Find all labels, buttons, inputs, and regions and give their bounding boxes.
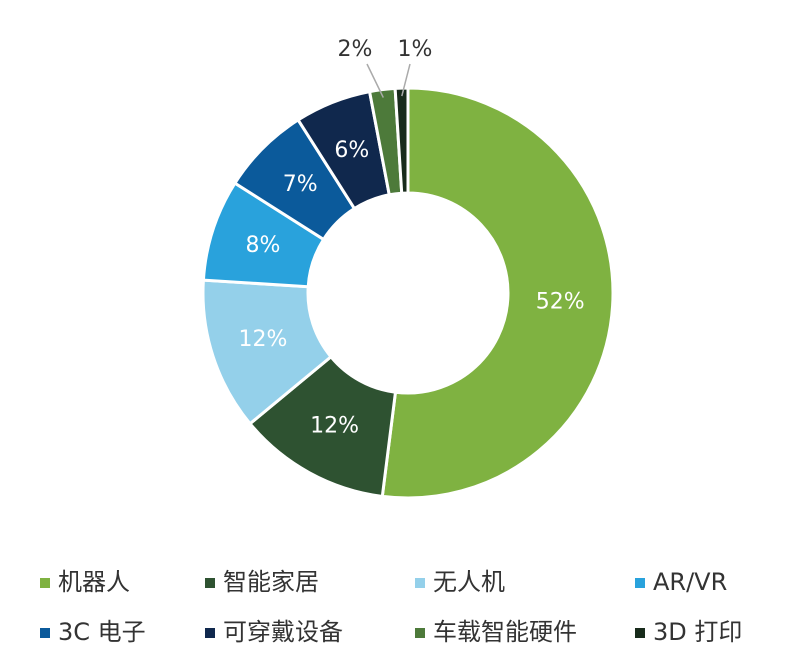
legend-label: 机器人 <box>58 568 130 596</box>
value-label: 8% <box>246 233 281 258</box>
value-label: 12% <box>310 414 359 439</box>
value-label: 6% <box>334 138 369 163</box>
legend-swatch <box>40 578 50 588</box>
value-label: 1% <box>398 37 433 62</box>
legend-label: 3D 打印 <box>653 618 742 646</box>
value-label: 2% <box>338 37 373 62</box>
leader-line <box>401 63 411 97</box>
legend-swatch <box>415 578 425 588</box>
value-label: 12% <box>239 327 288 352</box>
legend-swatch <box>635 628 645 638</box>
legend-label: AR/VR <box>653 568 727 596</box>
value-label: 7% <box>283 172 318 197</box>
legend-swatch <box>415 628 425 638</box>
legend-label: 3C 电子 <box>58 618 146 646</box>
legend-label: 智能家居 <box>223 568 319 596</box>
legend-swatch <box>635 578 645 588</box>
donut-slice <box>380 86 615 500</box>
donut-slice <box>393 86 410 195</box>
leader-line <box>366 63 384 98</box>
legend-swatch <box>205 578 215 588</box>
legend-swatch <box>40 628 50 638</box>
legend-swatch <box>205 628 215 638</box>
legend-label: 可穿戴设备 <box>223 618 343 646</box>
legend-label: 车载智能硬件 <box>433 618 577 646</box>
legend-label: 无人机 <box>433 568 505 596</box>
value-label: 52% <box>536 290 585 315</box>
